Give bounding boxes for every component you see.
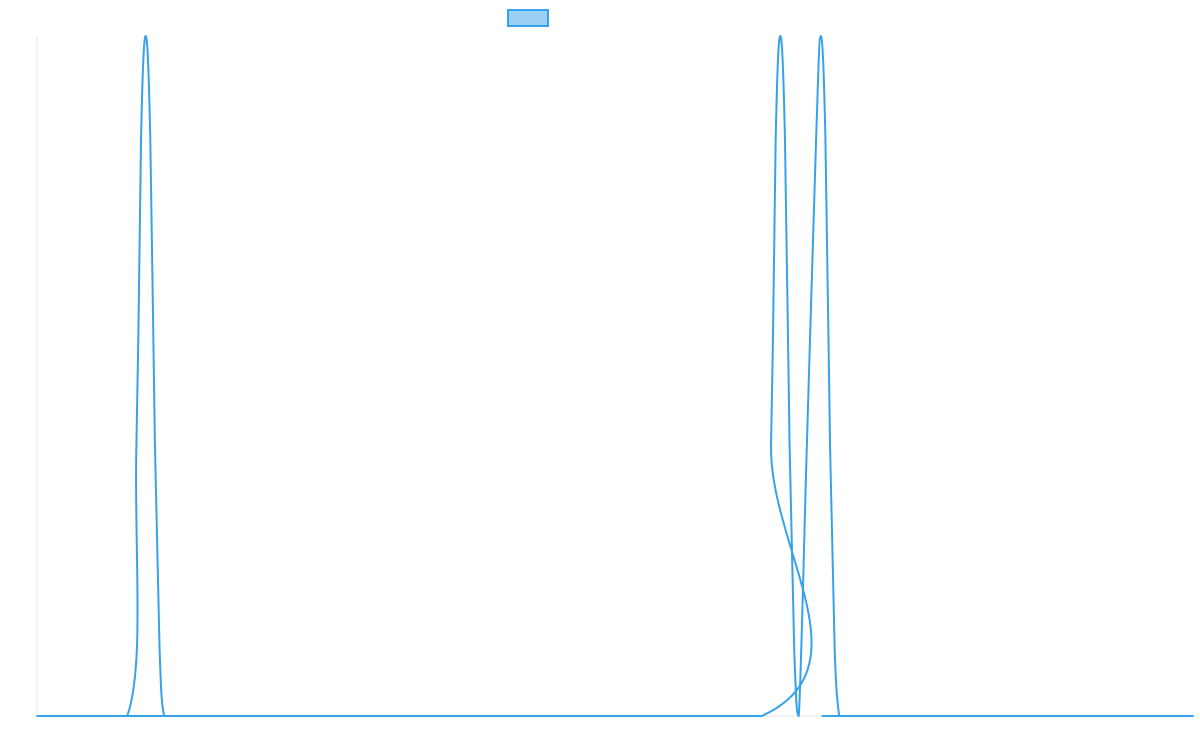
data-point[interactable]: [170, 713, 176, 719]
data-point[interactable]: [124, 713, 130, 719]
data-point[interactable]: [773, 135, 779, 141]
data-point[interactable]: [796, 713, 802, 719]
data-point[interactable]: [161, 713, 167, 719]
data-point[interactable]: [791, 645, 797, 651]
data-point[interactable]: [841, 713, 847, 719]
data-point[interactable]: [818, 33, 824, 39]
data-point[interactable]: [768, 441, 774, 447]
data-point[interactable]: [849, 713, 855, 719]
data-point[interactable]: [827, 441, 833, 447]
data-point[interactable]: [1190, 713, 1196, 719]
data-point[interactable]: [157, 645, 163, 651]
legend-swatch[interactable]: [507, 9, 549, 27]
data-point[interactable]: [813, 135, 819, 141]
legend[interactable]: [507, 9, 549, 27]
data-point[interactable]: [787, 441, 793, 447]
data-point[interactable]: [759, 713, 765, 719]
data-point[interactable]: [133, 441, 139, 447]
data-point[interactable]: [152, 441, 158, 447]
data-point[interactable]: [832, 645, 838, 651]
data-point[interactable]: [782, 135, 788, 141]
data-point[interactable]: [138, 135, 144, 141]
data-point[interactable]: [34, 713, 40, 719]
data-point[interactable]: [143, 33, 149, 39]
data-point[interactable]: [777, 33, 783, 39]
data-point[interactable]: [147, 135, 153, 141]
series-line-0: [36, 35, 1194, 718]
data-point[interactable]: [804, 441, 810, 447]
data-point[interactable]: [822, 135, 828, 141]
series-layer: [34, 33, 1196, 719]
axes: [36, 36, 1193, 717]
